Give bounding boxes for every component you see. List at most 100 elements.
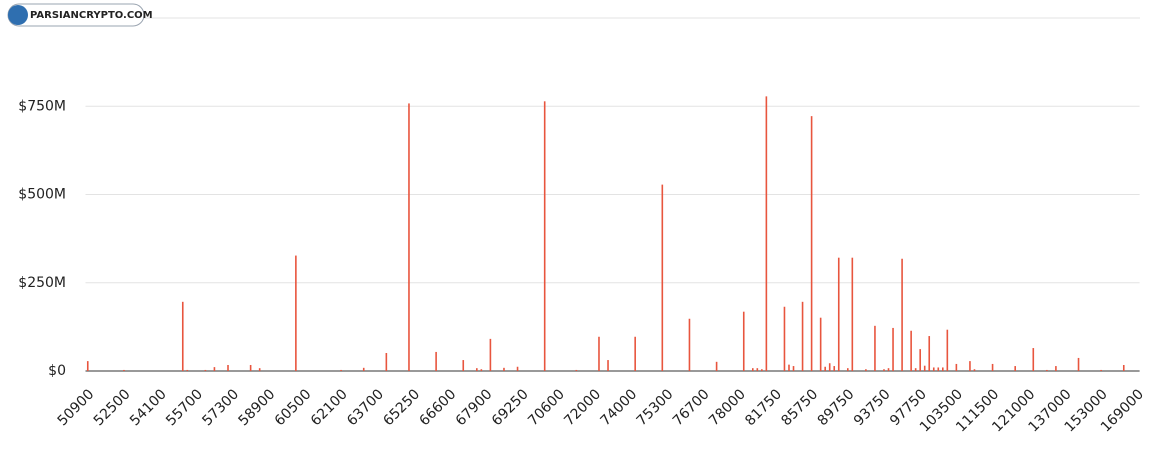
bar: [462, 360, 465, 371]
bar: [874, 325, 876, 371]
bar: [362, 367, 365, 371]
bar: [751, 368, 754, 371]
bar: [761, 369, 763, 371]
bar: [887, 368, 890, 371]
y-tick-label: $750M: [18, 98, 66, 114]
bar: [688, 318, 691, 371]
y-tick-label: $0: [48, 363, 66, 379]
bar: [1055, 366, 1057, 371]
bar: [86, 361, 89, 371]
x-tick-label: 63700: [344, 386, 387, 429]
x-tick-label: 81750: [742, 386, 785, 429]
bar: [910, 330, 912, 371]
bar: [123, 369, 125, 371]
bar: [575, 369, 578, 371]
bar: [828, 363, 831, 371]
bar: [1032, 348, 1035, 371]
bar: [204, 369, 207, 371]
bar: [661, 184, 664, 371]
bar: [946, 329, 949, 371]
x-tick-label: 55700: [163, 386, 206, 429]
bar: [991, 363, 994, 371]
x-tick-label: 62100: [308, 386, 351, 429]
bar: [181, 301, 184, 371]
bar: [973, 369, 976, 371]
bar: [489, 338, 492, 371]
bar: [516, 366, 519, 371]
bar: [969, 361, 971, 371]
bar: [742, 311, 745, 371]
bar: [865, 369, 867, 371]
bar: [213, 367, 216, 371]
bar: [258, 368, 261, 371]
x-tick-label: 78000: [706, 386, 749, 429]
x-tick-label: 60500: [272, 386, 315, 429]
bar: [792, 366, 795, 371]
bar: [810, 116, 813, 371]
bar: [1046, 369, 1048, 371]
bar: [837, 257, 840, 371]
x-tick-label: 72000: [561, 386, 604, 429]
bar: [1077, 357, 1080, 371]
bar: [715, 361, 718, 371]
x-tick-label: 93750: [851, 386, 894, 429]
bar: [923, 365, 926, 371]
bar: [1100, 369, 1102, 371]
bar: [883, 369, 885, 371]
bar: [851, 257, 854, 371]
bar: [503, 367, 505, 371]
x-tick-label: 52500: [91, 386, 134, 429]
bar: [937, 367, 940, 371]
bar: [942, 367, 944, 371]
bar: [1014, 366, 1016, 371]
logo: PARSIANCRYPTO.COM: [7, 3, 153, 27]
bar: [892, 327, 894, 371]
bar: [543, 101, 546, 372]
x-tick-label: 57300: [199, 386, 242, 429]
bar: [385, 352, 388, 371]
bar: [598, 336, 600, 371]
logo-icon: [8, 5, 28, 25]
x-tick-label: 75300: [634, 386, 677, 429]
x-tick-label: 50900: [55, 386, 98, 429]
bar: [249, 364, 252, 371]
bar: [919, 349, 921, 371]
bar: [227, 364, 229, 371]
y-tick-label: $500M: [18, 187, 66, 203]
bar: [1122, 364, 1125, 371]
x-tick-label: 66600: [417, 386, 460, 429]
x-tick-label: 54100: [127, 386, 170, 429]
bar: [783, 306, 786, 371]
x-tick-label: 65250: [380, 386, 423, 429]
x-tick-label: 85750: [778, 386, 821, 429]
x-tick-label: 67900: [453, 386, 496, 429]
bar: [928, 336, 931, 371]
x-tick-label: 58900: [236, 386, 279, 429]
x-tick-label: 89750: [815, 386, 858, 429]
bar: [634, 336, 636, 371]
bar: [819, 317, 822, 371]
x-tick-label: 74000: [597, 386, 640, 429]
x-tick-label: 70600: [525, 386, 568, 429]
x-tick-label: 76700: [670, 386, 713, 429]
bar: [476, 368, 478, 371]
bar: [914, 368, 917, 371]
y-tick-label: $250M: [18, 275, 66, 291]
bar: [607, 360, 609, 371]
bar: [765, 96, 768, 371]
bar: [435, 351, 437, 371]
bar: [846, 368, 849, 371]
bar: [295, 255, 297, 371]
bar: [824, 366, 826, 371]
bar: [901, 258, 903, 371]
bar: [801, 301, 804, 371]
bar: [480, 369, 483, 371]
watermark: PARSIANCRYPTO.COM: [30, 10, 153, 21]
bar: [833, 366, 836, 371]
bar: [955, 363, 958, 371]
bar: [186, 369, 189, 371]
bar: [340, 369, 342, 371]
bar: [408, 103, 410, 372]
bar: [756, 368, 759, 371]
bar: [932, 367, 935, 371]
